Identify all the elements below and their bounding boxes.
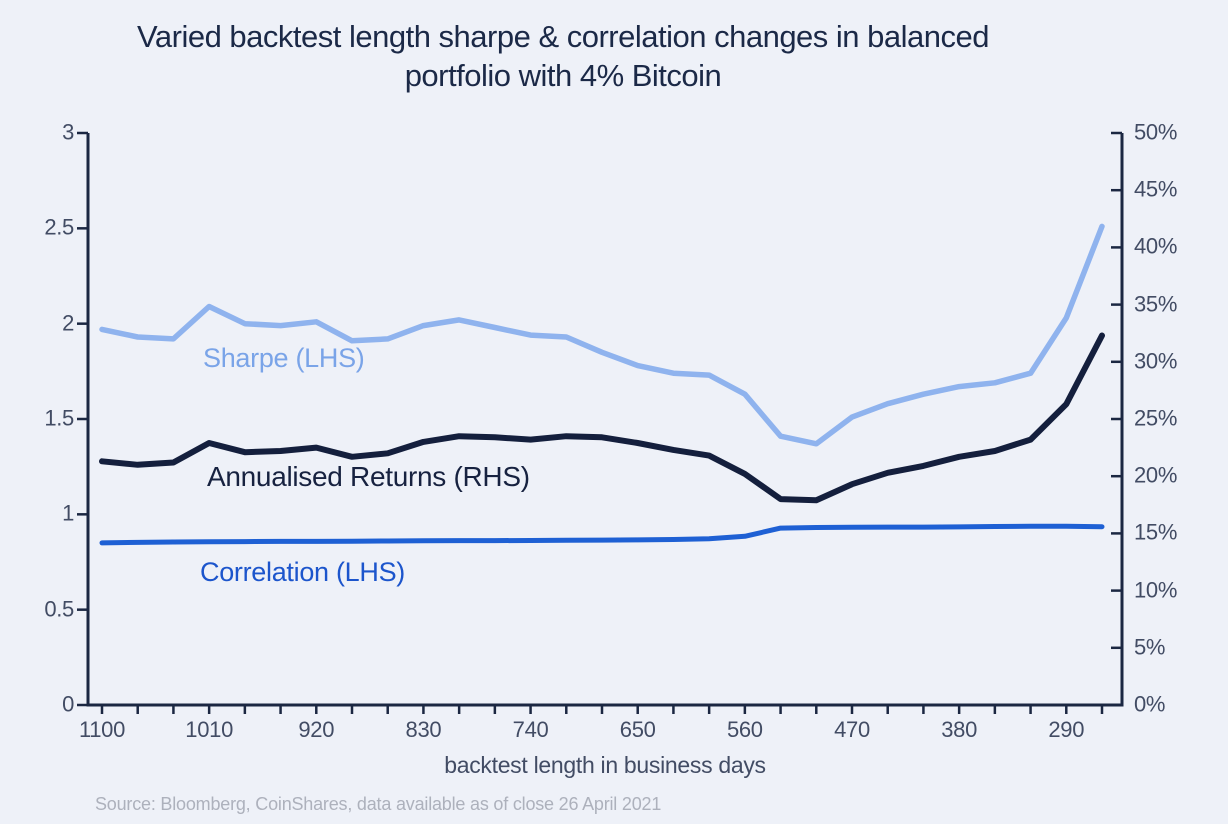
y-right-tick-label: 30% <box>1134 348 1178 374</box>
series-label-correlation: Correlation (LHS) <box>200 557 405 587</box>
y-left-tick-label: 2 <box>62 310 74 336</box>
y-right-tick-label: 15% <box>1134 519 1178 545</box>
series-label-sharpe: Sharpe (LHS) <box>203 343 365 373</box>
y-left-tick-label: 0 <box>62 691 74 717</box>
y-left-tick-label: 1.5 <box>44 405 74 431</box>
chart-title: Varied backtest length sharpe & correlat… <box>60 17 1066 95</box>
y-right-tick-label: 25% <box>1134 405 1178 431</box>
x-tick-label: 380 <box>941 717 978 742</box>
y-right-tick-label: 20% <box>1134 462 1178 488</box>
x-tick-label: 1100 <box>78 717 126 742</box>
y-right-tick-label: 0% <box>1134 691 1166 717</box>
y-left-tick-label: 2.5 <box>44 214 74 240</box>
chart-title-line2: portfolio with 4% Bitcoin <box>404 58 722 93</box>
x-tick-label: 740 <box>512 717 549 742</box>
x-tick-label: 830 <box>405 717 442 742</box>
series-line-sharpe-lhs <box>99 223 1105 447</box>
y-right-tick-label: 50% <box>1134 119 1178 145</box>
x-tick-label: 920 <box>298 717 335 742</box>
x-tick-label: 650 <box>619 717 656 742</box>
y-left-tick-label: 1 <box>62 500 74 526</box>
x-tick-label: 1010 <box>185 717 234 742</box>
series-label-annualised-returns: Annualised Returns (RHS) <box>207 461 530 492</box>
x-axis-title: backtest length in business days <box>444 752 766 778</box>
source-note: Source: Bloomberg, CoinShares, data avai… <box>95 794 662 814</box>
series-line-correlation-lhs <box>99 523 1105 546</box>
y-right-tick-label: 10% <box>1134 577 1178 603</box>
axis-spines <box>86 133 1124 707</box>
x-tick-label: 290 <box>1048 717 1085 742</box>
y-right-tick-label: 5% <box>1134 634 1166 660</box>
y-left-tick-label: 0.5 <box>44 596 74 622</box>
series-line-annualised-returns-rhs <box>99 332 1105 504</box>
y-right-tick-label: 35% <box>1134 291 1178 317</box>
x-tick-label: 560 <box>726 717 763 742</box>
y-right-tick-label: 45% <box>1134 176 1178 202</box>
y-right-tick-label: 40% <box>1134 233 1178 259</box>
y-left-tick-label: 3 <box>62 119 74 145</box>
chart-title-line1: Varied backtest length sharpe & correlat… <box>137 19 990 54</box>
x-tick-label: 470 <box>834 717 870 742</box>
